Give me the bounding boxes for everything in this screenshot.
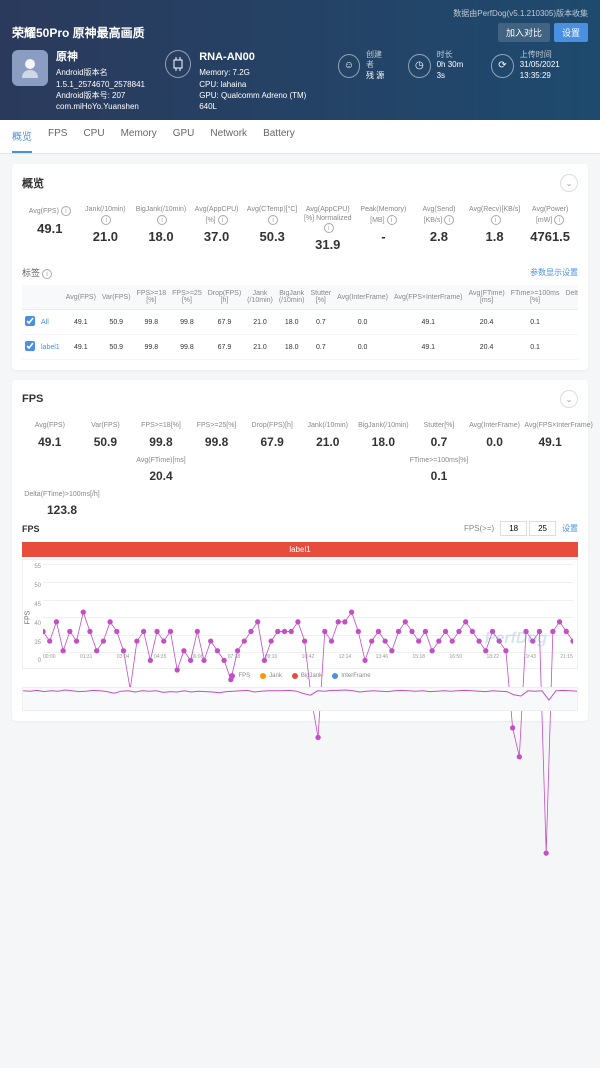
app-info: 原神 Android版本名 1.5.1_2574670_2578841 Andr… [12,50,145,112]
metric: Avg(FPS)49.1 [22,418,78,452]
header: 数据由PerfDog(v5.1.210305)版本收集 荣耀50Pro 原神最高… [0,0,600,120]
app-name: 原神 [56,50,145,65]
params-link[interactable]: 参数显示设置 [530,267,578,278]
mini-chart[interactable] [22,687,578,711]
metric: FPS>=25[%]99.8 [189,418,245,452]
metric: Avg(FPS×InterFrame)49.1 [522,418,578,452]
row-checkbox[interactable] [25,341,35,351]
device-name: RNA-AN00 [199,50,317,65]
metric: Avg(Power)[mW]i4761.5 [522,202,578,256]
metric: FPS>=18[%]99.8 [133,418,189,452]
device-info: RNA-AN00 Memory: 7.2G CPU: lahaina GPU: … [165,50,318,112]
add-compare-button[interactable]: 加入对比 [498,23,550,42]
info-icon[interactable]: i [42,269,52,279]
table-row: All49.150.999.899.867.921.018.00.70.049.… [22,310,578,335]
header-note: 数据由PerfDog(v5.1.210305)版本收集 [12,8,588,19]
creator-meta: ☺ 创建者残 源 [338,50,389,81]
collapse-button[interactable]: ⌄ [560,174,578,192]
overview-title: 概览 [22,175,44,191]
app-icon [12,50,48,86]
tab-cpu[interactable]: CPU [83,120,104,153]
watermark: PerfDog [485,630,547,648]
metric: Var(FPS)50.9 [78,418,134,452]
tabs: 概览 FPS CPU Memory GPU Network Battery [0,120,600,154]
collapse-button[interactable]: ⌄ [560,390,578,408]
metric: Avg(AppCPU)[%]i37.0 [189,202,245,256]
metric: Peak(Memory)[MB]i- [356,202,412,256]
metric: FTime>=100ms[%]0.1 [300,453,578,487]
metric: BigJank(/10min)18.0 [356,418,412,452]
metric: BigJank(/10min)i18.0 [133,202,189,256]
fps-panel: FPS ⌄ Avg(FPS)49.1Var(FPS)50.9FPS>=18[%]… [12,380,588,721]
metric: Jank(/10min)21.0 [300,418,356,452]
metric: Avg(FTime)[ms]20.4 [22,453,300,487]
upload-meta: ⟳ 上传时间31/05/2021 13:35:29 [491,50,588,81]
tab-memory[interactable]: Memory [121,120,157,153]
user-icon: ☺ [338,54,360,78]
metric: Jank(/10min)i21.0 [78,202,134,256]
metric: Stutter[%]0.7 [411,418,467,452]
metric: Avg(InterFrame)0.0 [467,418,523,452]
settings-button[interactable]: 设置 [554,23,588,42]
row-checkbox[interactable] [25,316,35,326]
tab-network[interactable]: Network [210,120,247,153]
metric: Avg(Send)[KB/s]i2.8 [411,202,467,256]
metric: Avg(CTemp)[°C]i50.3 [244,202,300,256]
clock-icon: ◷ [408,54,430,78]
duration-meta: ◷ 时长0h 30m 3s [408,50,471,81]
tab-battery[interactable]: Battery [263,120,295,153]
tab-概览[interactable]: 概览 [12,120,32,153]
fps-title: FPS [22,393,43,405]
metric: Drop(FPS)[h]67.9 [244,418,300,452]
chip-icon [165,50,191,78]
metric: Avg(Recv)[KB/s]i1.8 [467,202,523,256]
zoom-button[interactable]: 18 [500,521,527,536]
chart-settings-link[interactable]: 设置 [562,523,578,534]
chart-label: FPS [22,524,40,534]
zoom-button[interactable]: 25 [529,521,556,536]
page-title: 荣耀50Pro 原神最高画质 [12,24,145,41]
metric: Avg(FPS)i49.1 [22,202,78,256]
overview-panel: 概览 ⌄ Avg(FPS)i49.1Jank(/10min)i21.0BigJa… [12,164,588,370]
tab-fps[interactable]: FPS [48,120,67,153]
labels-table: Avg(FPS)Var(FPS)FPS>=18 [%]FPS>=25 [%]Dr… [22,285,578,360]
table-row: label149.150.999.899.867.921.018.00.70.0… [22,335,578,360]
upload-icon: ⟳ [491,54,513,78]
tab-gpu[interactable]: GPU [173,120,195,153]
metric: Avg(AppCPU)[%] Normalizedi31.9 [300,202,356,256]
chart-banner: label1 [22,542,578,557]
fps-chart[interactable]: FPS 55504540350 00:0001:3103:0404:3506:0… [22,559,578,669]
